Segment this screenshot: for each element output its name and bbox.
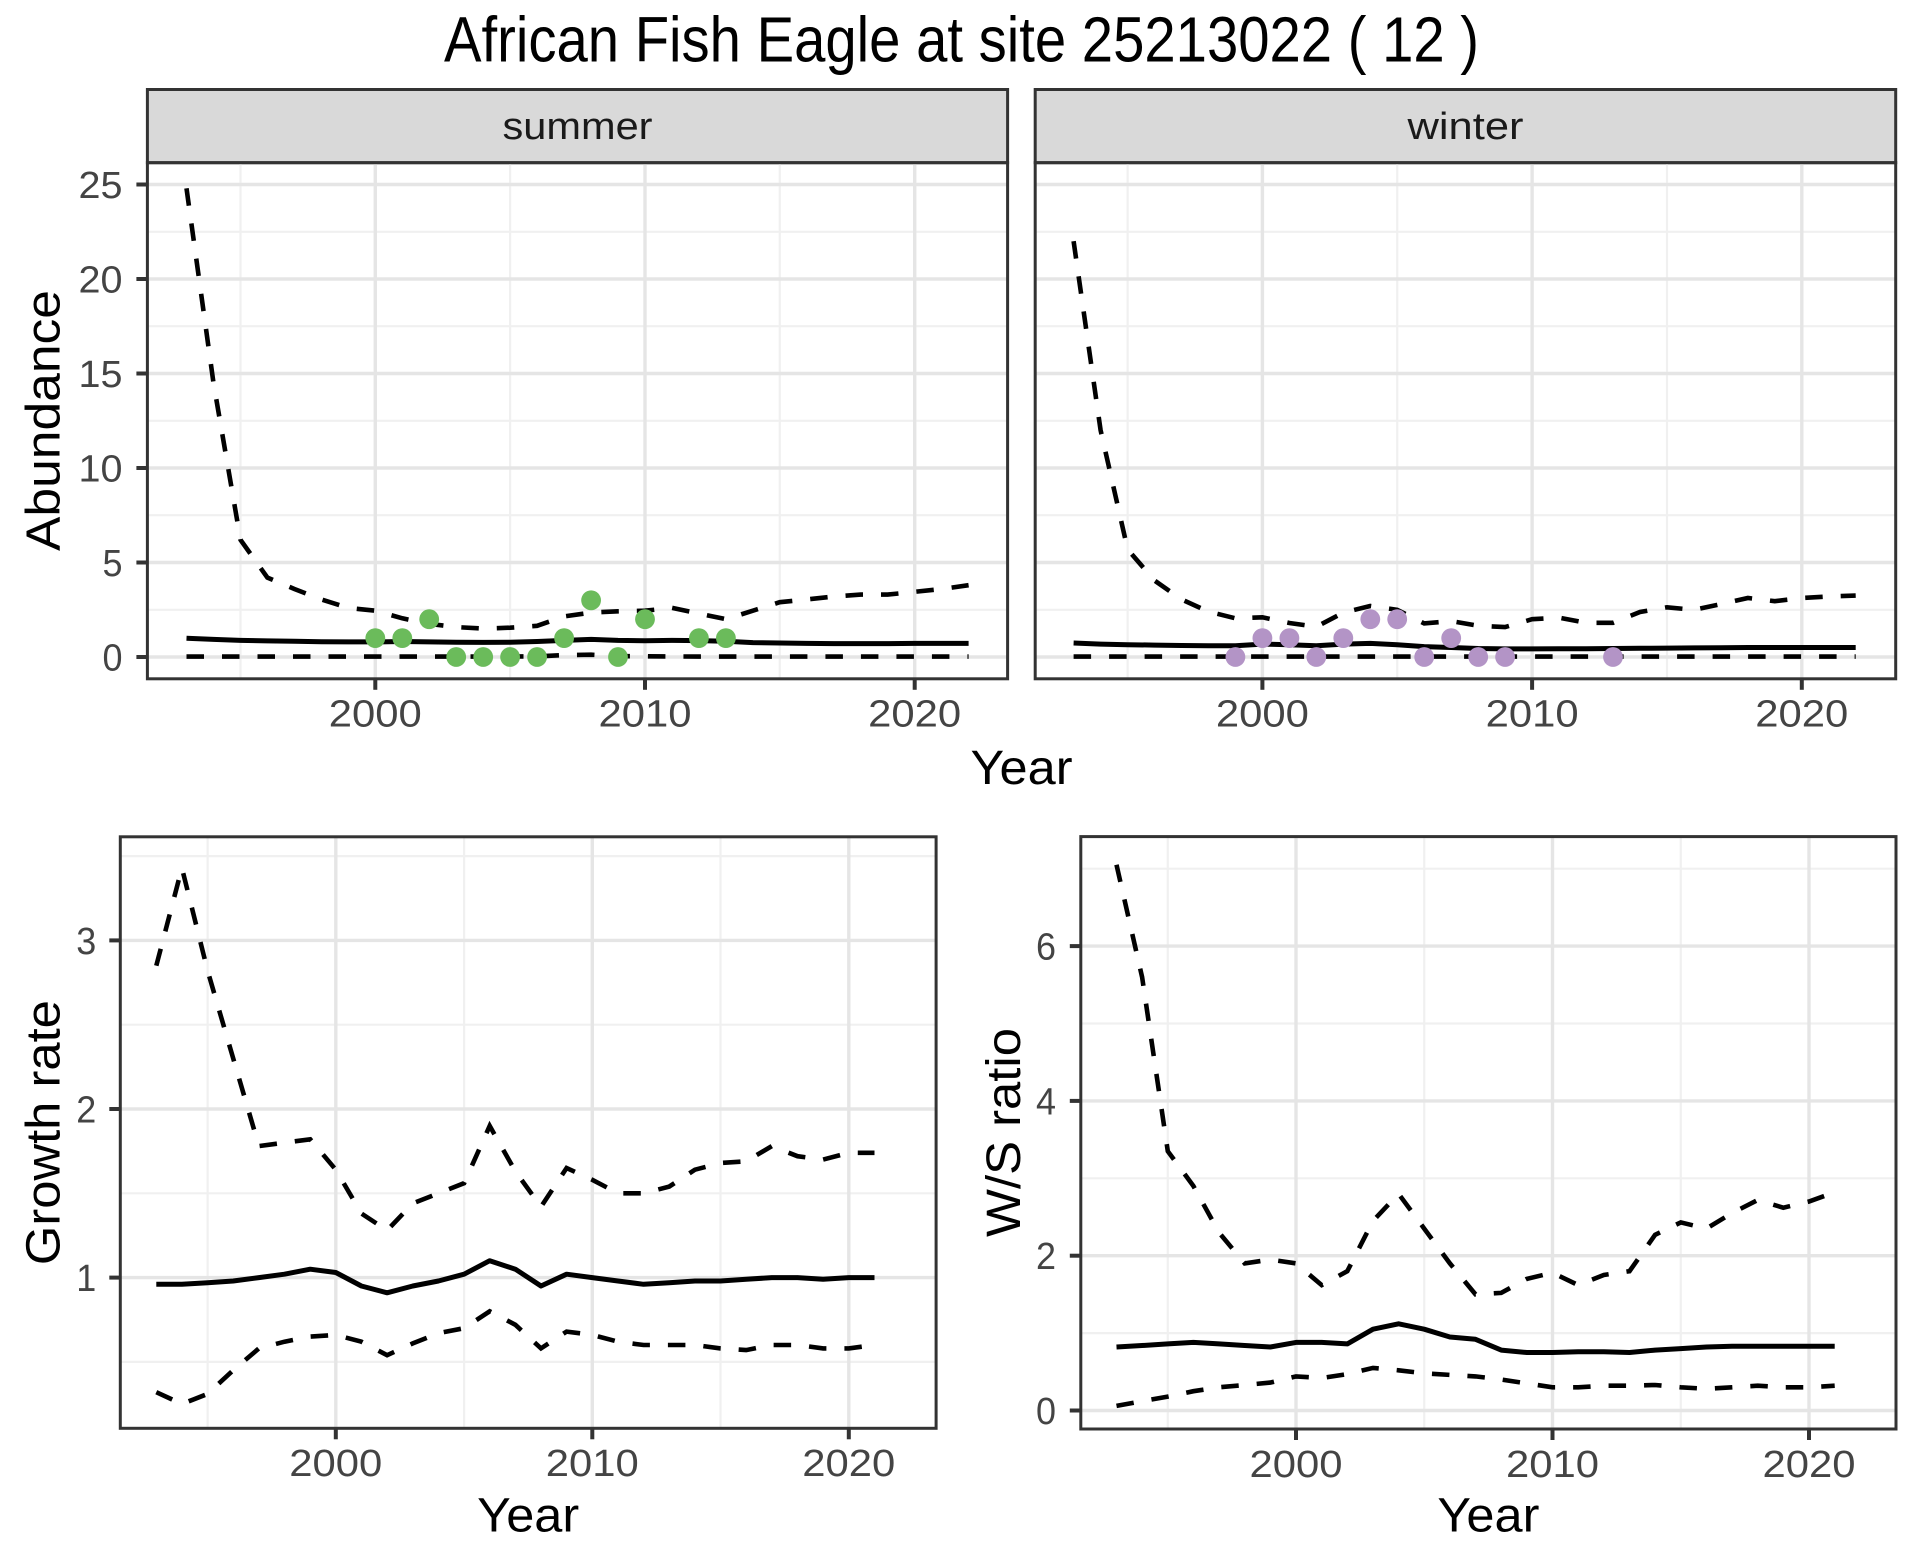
svg-text:3: 3 xyxy=(76,921,96,963)
svg-text:Growth rate: Growth rate xyxy=(18,1000,71,1265)
svg-text:2020: 2020 xyxy=(1755,694,1848,736)
svg-text:2020: 2020 xyxy=(802,1443,895,1485)
svg-text:2010: 2010 xyxy=(599,694,692,736)
svg-text:2010: 2010 xyxy=(1486,694,1579,736)
svg-text:6: 6 xyxy=(1036,927,1056,969)
svg-text:2000: 2000 xyxy=(1250,1444,1343,1486)
svg-text:2000: 2000 xyxy=(329,694,422,736)
svg-text:2010: 2010 xyxy=(1506,1444,1599,1486)
svg-text:African Fish Eagle at site 252: African Fish Eagle at site 25213022 ( 12… xyxy=(444,4,1479,76)
svg-text:2: 2 xyxy=(76,1089,96,1131)
svg-text:summer: summer xyxy=(503,106,653,148)
svg-text:Year: Year xyxy=(971,742,1073,795)
svg-text:2020: 2020 xyxy=(868,694,961,736)
svg-text:10: 10 xyxy=(79,448,123,490)
svg-text:25: 25 xyxy=(79,165,123,207)
svg-text:0: 0 xyxy=(1036,1391,1056,1433)
svg-text:4: 4 xyxy=(1036,1081,1056,1123)
svg-text:Year: Year xyxy=(1437,1490,1539,1543)
svg-text:2000: 2000 xyxy=(289,1443,382,1485)
svg-text:W/S ratio: W/S ratio xyxy=(978,1028,1031,1237)
svg-text:2: 2 xyxy=(1036,1236,1056,1278)
svg-text:1: 1 xyxy=(76,1258,96,1300)
svg-text:2000: 2000 xyxy=(1216,694,1309,736)
svg-text:2020: 2020 xyxy=(1763,1444,1856,1486)
svg-text:5: 5 xyxy=(103,543,123,585)
svg-text:Year: Year xyxy=(477,1490,579,1543)
svg-text:winter: winter xyxy=(1406,106,1524,148)
svg-text:20: 20 xyxy=(79,259,123,301)
svg-text:15: 15 xyxy=(79,354,123,396)
svg-text:0: 0 xyxy=(103,637,123,679)
svg-text:2010: 2010 xyxy=(546,1443,639,1485)
svg-text:Abundance: Abundance xyxy=(18,290,71,551)
